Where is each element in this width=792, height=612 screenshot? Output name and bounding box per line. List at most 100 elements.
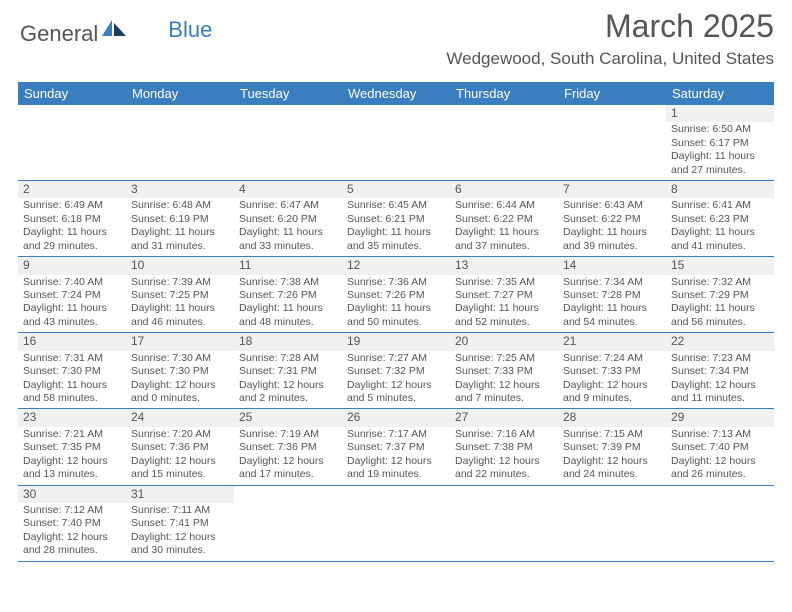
- calendar-cell: [126, 105, 234, 180]
- day-number: 16: [18, 333, 126, 350]
- sunset-text: Sunset: 6:19 PM: [131, 213, 230, 226]
- calendar-cell: 18 Sunrise: 7:28 AMSunset: 7:31 PMDayligh…: [234, 333, 342, 408]
- sunset-text: Sunset: 7:32 PM: [347, 365, 446, 378]
- calendar: SundayMondayTuesdayWednesdayThursdayFrid…: [18, 82, 774, 562]
- calendar-cell: 27Sunrise: 7:16 AMSunset: 7:38 PMDayligh…: [450, 409, 558, 484]
- sunset-text: Sunset: 6:20 PM: [239, 213, 338, 226]
- calendar-cell: [234, 486, 342, 561]
- sunset-text: Sunset: 7:38 PM: [455, 441, 554, 454]
- sunrise-text: Sunrise: 7:20 AM: [131, 428, 230, 441]
- calendar-cell: 11Sunrise: 7:38 AMSunset: 7:26 PMDayligh…: [234, 257, 342, 332]
- daylight-text: Daylight: 11 hours and 52 minutes.: [455, 302, 554, 329]
- daylight-text: Daylight: 12 hours and 2 minutes.: [239, 379, 338, 406]
- calendar-cell: [558, 105, 666, 180]
- day-number: 4: [234, 181, 342, 198]
- daylight-text: Daylight: 11 hours and 37 minutes.: [455, 226, 554, 253]
- daylight-text: Daylight: 12 hours and 9 minutes.: [563, 379, 662, 406]
- daylight-text: Daylight: 11 hours and 39 minutes.: [563, 226, 662, 253]
- week-row: 16 Sunrise: 7:31 AM Sunset: 7:30 PM Dayligh…: [18, 333, 774, 409]
- day-number: 24: [126, 409, 234, 426]
- sunrise-text: Sunrise: 7:35 AM: [455, 276, 554, 289]
- week-row: 9Sunrise: 7:40 AMSunset: 7:24 PMDaylight…: [18, 257, 774, 333]
- day-number: 10: [126, 257, 234, 274]
- day-number: 1: [666, 105, 774, 122]
- calendar-cell: 1Sunrise: 6:50 AMSunset: 6:17 PMDaylight…: [666, 105, 774, 180]
- daylight-text: Daylight: 11 hours and 58 minutes.: [23, 379, 122, 406]
- daylight-text: Daylight: 12 hours and 24 minutes.: [563, 455, 662, 482]
- calendar-cell: 30Sunrise: 7:12 AMSunset: 7:40 PMDayligh…: [18, 486, 126, 561]
- sunrise-text: Sunrise: 7:28 AM: [239, 352, 338, 365]
- daylight-text: Daylight: 12 hours and 7 minutes.: [455, 379, 554, 406]
- sunrise-text: Sunrise: 7:11 AM: [131, 504, 230, 517]
- sunrise-text: Sunrise: 7:31 AM: [23, 352, 122, 365]
- calendar-cell: [18, 105, 126, 180]
- sunset-text: Sunset: 7:31 PM: [239, 365, 338, 378]
- location-text: Wedgewood, South Carolina, United States: [20, 49, 774, 69]
- day-number: 8: [666, 181, 774, 198]
- calendar-cell: 23Sunrise: 7:21 AMSunset: 7:35 PMDayligh…: [18, 409, 126, 484]
- sunrise-text: Sunrise: 7:32 AM: [671, 276, 770, 289]
- sunrise-text: Sunrise: 6:44 AM: [455, 199, 554, 212]
- calendar-cell: 14Sunrise: 7:34 AMSunset: 7:28 PMDayligh…: [558, 257, 666, 332]
- daylight-text: Daylight: 12 hours and 28 minutes.: [23, 531, 122, 558]
- sunset-text: Sunset: 6:21 PM: [347, 213, 446, 226]
- sunset-text: Sunset: 7:36 PM: [131, 441, 230, 454]
- day-header: Friday: [558, 83, 666, 105]
- calendar-cell: 3Sunrise: 6:48 AMSunset: 6:19 PMDaylight…: [126, 181, 234, 256]
- sunset-text: Sunset: 7:35 PM: [23, 441, 122, 454]
- sunrise-text: Sunrise: 7:21 AM: [23, 428, 122, 441]
- sunrise-text: Sunrise: 6:48 AM: [131, 199, 230, 212]
- calendar-cell: 16Sunrise: 7:31 AMSunset: 7:30 PMDayligh…: [18, 333, 126, 408]
- sunset-text: Sunset: 7:30 PM: [131, 365, 230, 378]
- week-row: 30Sunrise: 7:12 AMSunset: 7:40 PMDayligh…: [18, 486, 774, 562]
- daylight-text: Daylight: 11 hours and 41 minutes.: [671, 226, 770, 253]
- weeks-container: 1Sunrise: 6:50 AMSunset: 6:17 PMDaylight…: [18, 105, 774, 562]
- day-header: Thursday: [450, 83, 558, 105]
- sunset-text: Sunset: 6:22 PM: [455, 213, 554, 226]
- sunrise-text: Sunrise: 7:12 AM: [23, 504, 122, 517]
- daylight-text: Daylight: 11 hours and 46 minutes.: [131, 302, 230, 329]
- week-row: 2Sunrise: 6:49 AMSunset: 6:18 PMDaylight…: [18, 181, 774, 257]
- sunrise-text: Sunrise: 7:23 AM: [671, 352, 770, 365]
- day-number: 17: [126, 333, 234, 350]
- calendar-cell: 13Sunrise: 7:35 AMSunset: 7:27 PMDayligh…: [450, 257, 558, 332]
- sunrise-text: Sunrise: 7:36 AM: [347, 276, 446, 289]
- sunset-text: Sunset: 7:29 PM: [671, 289, 770, 302]
- sunrise-text: Sunrise: 6:43 AM: [563, 199, 662, 212]
- sunrise-text: Sunrise: 7:38 AM: [239, 276, 338, 289]
- calendar-cell: 9Sunrise: 7:40 AMSunset: 7:24 PMDaylight…: [18, 257, 126, 332]
- calendar-cell: 2Sunrise: 6:49 AMSunset: 6:18 PMDaylight…: [18, 181, 126, 256]
- day-number: 6: [450, 181, 558, 198]
- sunset-text: Sunset: 7:28 PM: [563, 289, 662, 302]
- sunrise-text: Sunrise: 7:13 AM: [671, 428, 770, 441]
- daylight-text: Daylight: 11 hours and 50 minutes.: [347, 302, 446, 329]
- sunrise-text: Sunrise: 7:19 AM: [239, 428, 338, 441]
- logo-text-general: General: [20, 21, 98, 47]
- day-header: Saturday: [666, 83, 774, 105]
- logo-text-blue: Blue: [168, 17, 212, 43]
- day-number: 21: [558, 333, 666, 350]
- daylight-text: Daylight: 12 hours and 11 minutes.: [671, 379, 770, 406]
- calendar-cell: 24Sunrise: 7:20 AMSunset: 7:36 PMDayligh…: [126, 409, 234, 484]
- day-number: 13: [450, 257, 558, 274]
- day-number: 19: [342, 333, 450, 350]
- sunrise-text: Sunrise: 7:40 AM: [23, 276, 122, 289]
- calendar-cell: 31Sunrise: 7:11 AMSunset: 7:41 PMDayligh…: [126, 486, 234, 561]
- calendar-cell: 29Sunrise: 7:13 AMSunset: 7:40 PMDayligh…: [666, 409, 774, 484]
- day-number: 18: [234, 333, 342, 350]
- day-header: Tuesday: [234, 83, 342, 105]
- calendar-cell: 20Sunrise: 7:25 AMSunset: 7:33 PMDayligh…: [450, 333, 558, 408]
- sunset-text: Sunset: 7:33 PM: [563, 365, 662, 378]
- day-number: 25: [234, 409, 342, 426]
- sunset-text: Sunset: 6:17 PM: [671, 137, 770, 150]
- calendar-cell: [342, 105, 450, 180]
- sunrise-text: Sunrise: 7:30 AM: [131, 352, 230, 365]
- daylight-text: Daylight: 11 hours and 29 minutes.: [23, 226, 122, 253]
- day-number: 20: [450, 333, 558, 350]
- logo: General Blue: [20, 18, 212, 49]
- header: General Blue March 2025 Wedgewood, South…: [0, 0, 792, 76]
- calendar-cell: 10Sunrise: 7:39 AMSunset: 7:25 PMDayligh…: [126, 257, 234, 332]
- day-number: 29: [666, 409, 774, 426]
- calendar-cell: 17Sunrise: 7:30 AMSunset: 7:30 PMDayligh…: [126, 333, 234, 408]
- sunset-text: Sunset: 7:36 PM: [239, 441, 338, 454]
